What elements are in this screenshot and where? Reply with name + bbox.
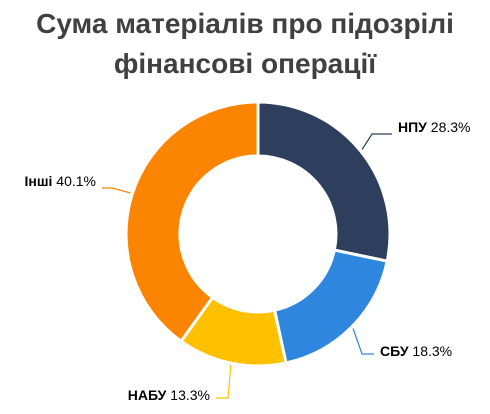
leader-line-4: [102, 187, 131, 194]
leader-line-3: [216, 365, 232, 399]
data-label-1: НПУ 28.3%: [398, 119, 470, 135]
data-label-2: СБУ 18.3%: [380, 343, 452, 359]
data-label-name-4: Інші: [25, 173, 53, 189]
leader-line-2: [352, 328, 374, 355]
data-label-value-2: 18.3%: [409, 343, 453, 359]
data-label-name-1: НПУ: [398, 119, 427, 135]
leader-line-1: [361, 133, 392, 150]
chart-title-line-1: Сума матеріалів про підозрілі: [36, 8, 454, 39]
chart-title-line-2: фінансові операції: [113, 48, 377, 79]
data-label-name-3: НАБУ: [128, 387, 167, 403]
chart-title: Сума матеріалів про підозрілі фінансові …: [0, 4, 490, 84]
data-label-value-1: 28.3%: [427, 119, 471, 135]
data-label-value-3: 13.3%: [166, 387, 210, 403]
donut-slice-4: [124, 100, 260, 343]
data-label-value-4: 40.1%: [52, 173, 96, 189]
data-label-3: НАБУ 13.3%: [128, 387, 210, 403]
donut-slice-2: [273, 248, 389, 365]
donut-slice-1: [256, 100, 392, 263]
data-label-4: Інші 40.1%: [25, 173, 97, 189]
data-label-name-2: СБУ: [380, 343, 409, 359]
